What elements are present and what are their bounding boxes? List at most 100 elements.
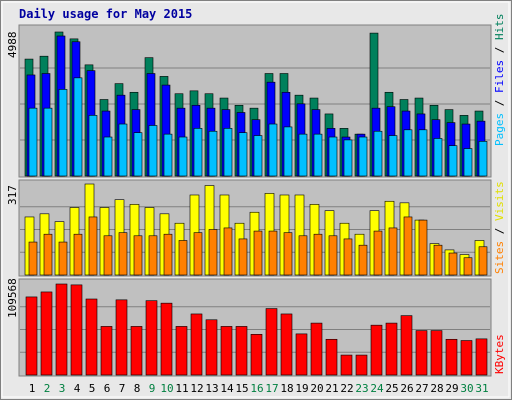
x-tick-label: 13 [205,382,218,395]
sites-bar [133,235,143,276]
x-tick-label: 23 [355,382,368,395]
legend-visits-label: Visits [493,181,506,221]
bars-visits [24,183,488,276]
kbytes-bar [115,299,128,376]
kbytes-bar [400,315,413,376]
sites-bar [118,232,128,276]
sites-bar [403,216,413,276]
kbytes-bar [430,330,443,376]
sites-bar [283,232,293,276]
pages-bar [373,130,383,177]
sites-bar [478,246,488,276]
sites-bar [43,233,53,276]
x-tick-label: 12 [190,382,203,395]
sites-bar [448,252,458,276]
sites-bar [418,219,428,276]
sites-bar [298,235,308,276]
legend-files: Files [493,60,506,93]
pages-bar [388,135,398,177]
x-tick-label: 21 [325,382,338,395]
kbytes-bar [205,319,218,376]
sites-bar [373,230,383,276]
pages-bar [343,139,353,177]
kbytes-bar [355,354,368,376]
pages-bar [28,107,38,177]
x-tick-label: 2 [44,382,51,395]
x-tick-label: 25 [385,382,398,395]
x-tick-label: 10 [160,382,173,395]
sites-bar [178,240,188,276]
pages-bar [58,89,68,177]
kbytes-bar [310,322,323,376]
sites-bar [58,241,68,276]
kbytes-bar [460,340,473,376]
kbytes-bar [25,296,38,376]
x-tick-label: 26 [400,382,413,395]
pages-bar [433,138,443,177]
sites-bar [73,233,83,276]
pages-bar [163,133,173,177]
kbytes-bar [40,291,53,376]
pages-bar [178,136,188,177]
sites-bar [238,238,248,276]
sites-bar [313,233,323,276]
x-tick-label: 3 [59,382,66,395]
ymax-label-kbytes: 109568 [6,278,19,318]
ymax-label-usage: 4988 [6,32,19,59]
pages-bar [403,129,413,177]
kbytes-bar [190,313,203,376]
x-tick-label: 27 [415,382,428,395]
kbytes-bar [475,338,488,376]
kbytes-bar [325,338,338,376]
x-tick-label: 29 [445,382,458,395]
x-tick-label: 22 [340,382,353,395]
svg-text:Sites / Visits: Sites / Visits [493,181,506,274]
pages-bar [358,136,368,177]
kbytes-bar [130,326,143,376]
kbytes-bar [70,284,83,376]
svg-text:Pages / Files / Hits: Pages / Files / Hits [493,14,506,147]
legend-usage: Pages / Files / Hits [493,14,506,147]
pages-bar [328,136,338,177]
x-tick-label: 5 [89,382,96,395]
kbytes-bar [175,326,188,376]
x-tick-label: 30 [460,382,473,395]
x-tick-label: 9 [149,382,156,395]
bars-kbytes [25,283,488,376]
x-tick-label: 16 [250,382,263,395]
legend-sites: Sites [493,241,506,274]
pages-bar [418,129,428,177]
kbytes-bar [370,324,383,376]
ymax-label-visits: 317 [6,185,19,205]
legend-sep-2: / [493,40,506,60]
legend-kbytes: KBytes [493,334,506,374]
kbytes-bar [340,354,353,376]
pages-bar [238,132,248,177]
pages-bar [193,128,203,177]
pages-bar [133,132,143,177]
kbytes-bar [235,326,248,376]
x-tick-label: 6 [104,382,111,395]
kbytes-bar [160,302,173,376]
pages-bar [283,126,293,177]
x-tick-label: 14 [220,382,234,395]
x-axis-day-labels: 1 2 3 4 5 6 7 8 9 10 11 12 13 14 15 16 17 18 19 20 21 22 23 24 2… [29,382,489,395]
sites-bar [433,244,443,276]
x-tick-label: 20 [310,382,323,395]
pages-bar [313,133,323,177]
kbytes-bar [295,333,308,376]
kbytes-bar [265,308,278,376]
sites-bar [358,244,368,276]
kbytes-bar [100,326,113,376]
sites-bar [148,235,158,276]
kbytes-bar [415,330,428,376]
sites-bar [388,227,398,276]
sites-bar [88,216,98,276]
x-tick-label: 28 [430,382,443,395]
pages-bar [448,145,458,177]
x-tick-label: 7 [119,382,126,395]
sites-bar [463,257,473,276]
legend-hits: Hits [493,14,506,41]
